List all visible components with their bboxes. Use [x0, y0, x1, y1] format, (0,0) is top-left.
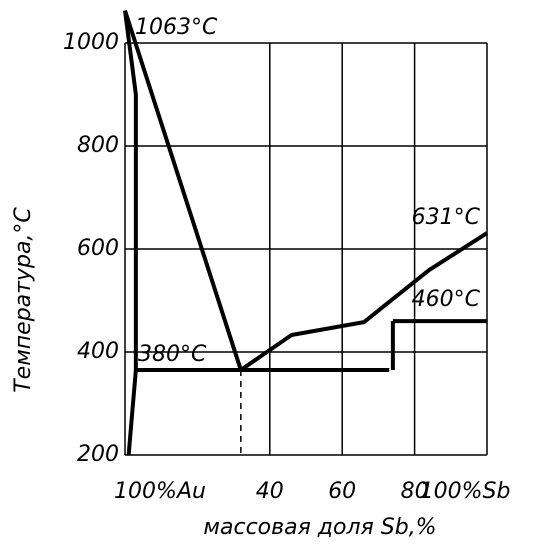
y-tick-label: 600 [77, 236, 119, 261]
y-tick-label: 400 [77, 339, 119, 364]
phase-line [239, 231, 489, 372]
annotation: 460°C [412, 287, 481, 312]
phase-line [123, 10, 138, 456]
phase-line [123, 9, 243, 371]
x-tick-label: 40 [256, 479, 284, 504]
annotation: 1063°C [135, 15, 218, 40]
y-tick-label: 200 [77, 442, 119, 467]
y-axis-label: Температура,°С [11, 207, 36, 393]
x-tick-label: 100%Au [114, 479, 206, 504]
y-tick-label: 1000 [63, 30, 119, 55]
annotation: 380°C [138, 342, 207, 367]
x-tick-label: 100%Sb [420, 479, 511, 504]
y-tick-label: 800 [77, 133, 119, 158]
x-tick-label: 60 [328, 479, 356, 504]
x-axis-label: массовая доля Sb,% [203, 515, 436, 540]
x-tick-label: 80 [401, 479, 429, 504]
annotation: 631°C [412, 205, 481, 230]
